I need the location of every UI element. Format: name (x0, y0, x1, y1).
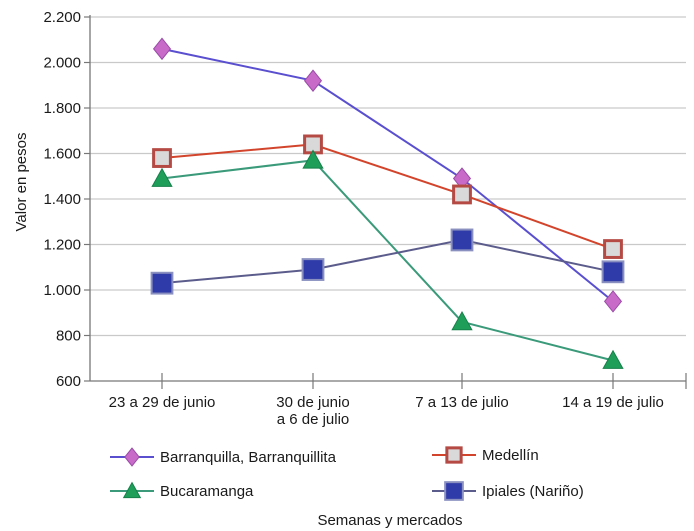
legend: Barranquilla, Barranquillita Medellín Buca… (110, 446, 584, 501)
series-square-outline (152, 134, 623, 259)
y-tick-label: 2.000 (43, 55, 81, 72)
legend-label: Ipiales (Nariño) (482, 483, 584, 500)
y-tick-label: 600 (56, 373, 81, 390)
diamond-marker (124, 447, 140, 467)
triangle-marker (602, 349, 624, 369)
y-tick-label: 800 (56, 328, 81, 345)
triangle-marker (451, 311, 473, 331)
x-tick-label: 14 a 19 de julio (562, 394, 664, 411)
square-marker (601, 260, 625, 284)
square-marker (150, 271, 174, 295)
x-tick-label: 7 a 13 de julio (415, 394, 508, 411)
diamond-marker (303, 69, 323, 93)
square-marker (450, 228, 474, 252)
x-tick-label: 23 a 29 de junio (109, 394, 216, 411)
y-tick-label: 1.200 (43, 237, 81, 254)
series (150, 37, 625, 369)
x-tick-label: a 6 de julio (277, 411, 350, 428)
triangle-marker (302, 149, 324, 169)
square-outline-marker (452, 184, 472, 205)
series-line (161, 238, 614, 285)
axes (84, 15, 687, 389)
y-tick-label: 2.200 (43, 9, 81, 26)
square-marker (444, 481, 464, 501)
square-outline-marker (152, 148, 172, 168)
y-tick-labels: 600 800 1.000 1.200 1.400 1.600 1.800 2.000 2.20… (43, 9, 81, 390)
square-outline-marker (603, 239, 623, 259)
legend-item: Bucaramanga (110, 481, 254, 500)
y-axis-label: Valor en pesos (13, 133, 30, 232)
series-line (161, 143, 614, 250)
series-square (150, 228, 625, 295)
y-tick-label: 1.600 (43, 146, 81, 163)
square-outline-marker (445, 446, 463, 464)
legend-label: Barranquilla, Barranquillita (160, 449, 337, 466)
legend-item: Medellín (432, 446, 539, 464)
x-axis-label: Semanas y mercados (317, 512, 462, 529)
x-tick-label: 30 de junio (276, 394, 349, 411)
legend-item: Ipiales (Nariño) (432, 481, 584, 501)
grid-lines (90, 16, 686, 337)
series-line (161, 47, 614, 303)
series-triangle (151, 149, 624, 369)
y-tick-label: 1.400 (43, 191, 81, 208)
y-tick-label: 1.800 (43, 100, 81, 117)
series-diamond (152, 37, 623, 313)
legend-label: Medellín (482, 447, 539, 464)
diamond-marker (603, 290, 623, 313)
legend-label: Bucaramanga (160, 483, 254, 500)
y-tick-label: 1.000 (43, 282, 81, 299)
square-marker (301, 258, 325, 281)
triangle-marker (122, 481, 142, 499)
diamond-marker (152, 37, 172, 61)
legend-item: Barranquilla, Barranquillita (110, 447, 337, 467)
triangle-marker (151, 167, 173, 187)
series-line (161, 159, 614, 362)
